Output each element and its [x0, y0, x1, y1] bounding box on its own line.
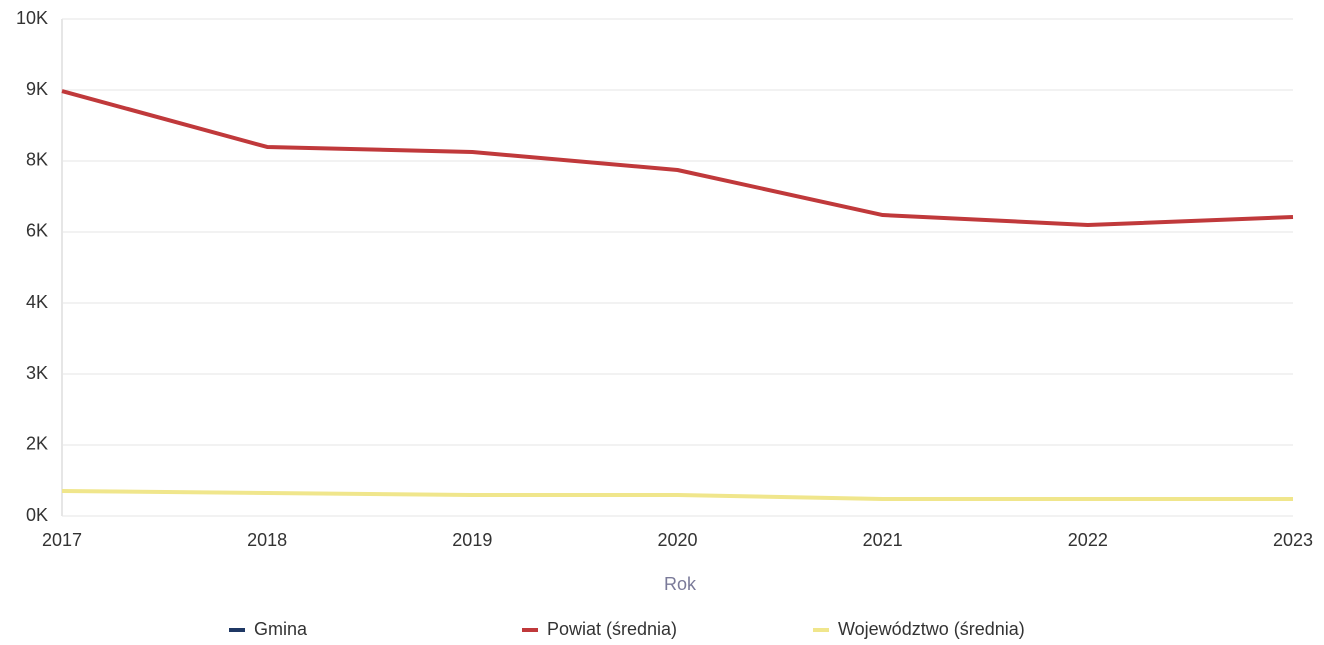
x-tick-label: 2020 — [657, 530, 697, 550]
y-tick-label: 10K — [16, 8, 48, 28]
y-tick-label: 2K — [26, 434, 48, 454]
legend-label: Powiat (średnia) — [547, 619, 677, 639]
x-axis-title: Rok — [664, 574, 697, 594]
x-tick-label: 2018 — [247, 530, 287, 550]
y-tick-label: 4K — [26, 292, 48, 312]
y-tick-label: 8K — [26, 150, 48, 170]
y-tick-label: 3K — [26, 363, 48, 383]
x-tick-label: 2017 — [42, 530, 82, 550]
legend-label: Województwo (średnia) — [838, 619, 1025, 639]
y-tick-label: 0K — [26, 505, 48, 525]
x-tick-label: 2022 — [1068, 530, 1108, 550]
y-tick-label: 6K — [26, 221, 48, 241]
series-line — [61, 489, 1293, 502]
x-tick-label: 2023 — [1273, 530, 1313, 550]
x-tick-label: 2021 — [863, 530, 903, 550]
series-line — [61, 89, 1294, 228]
x-tick-label: 2019 — [452, 530, 492, 550]
legend-label: Gmina — [254, 619, 308, 639]
y-tick-label: 9K — [26, 79, 48, 99]
